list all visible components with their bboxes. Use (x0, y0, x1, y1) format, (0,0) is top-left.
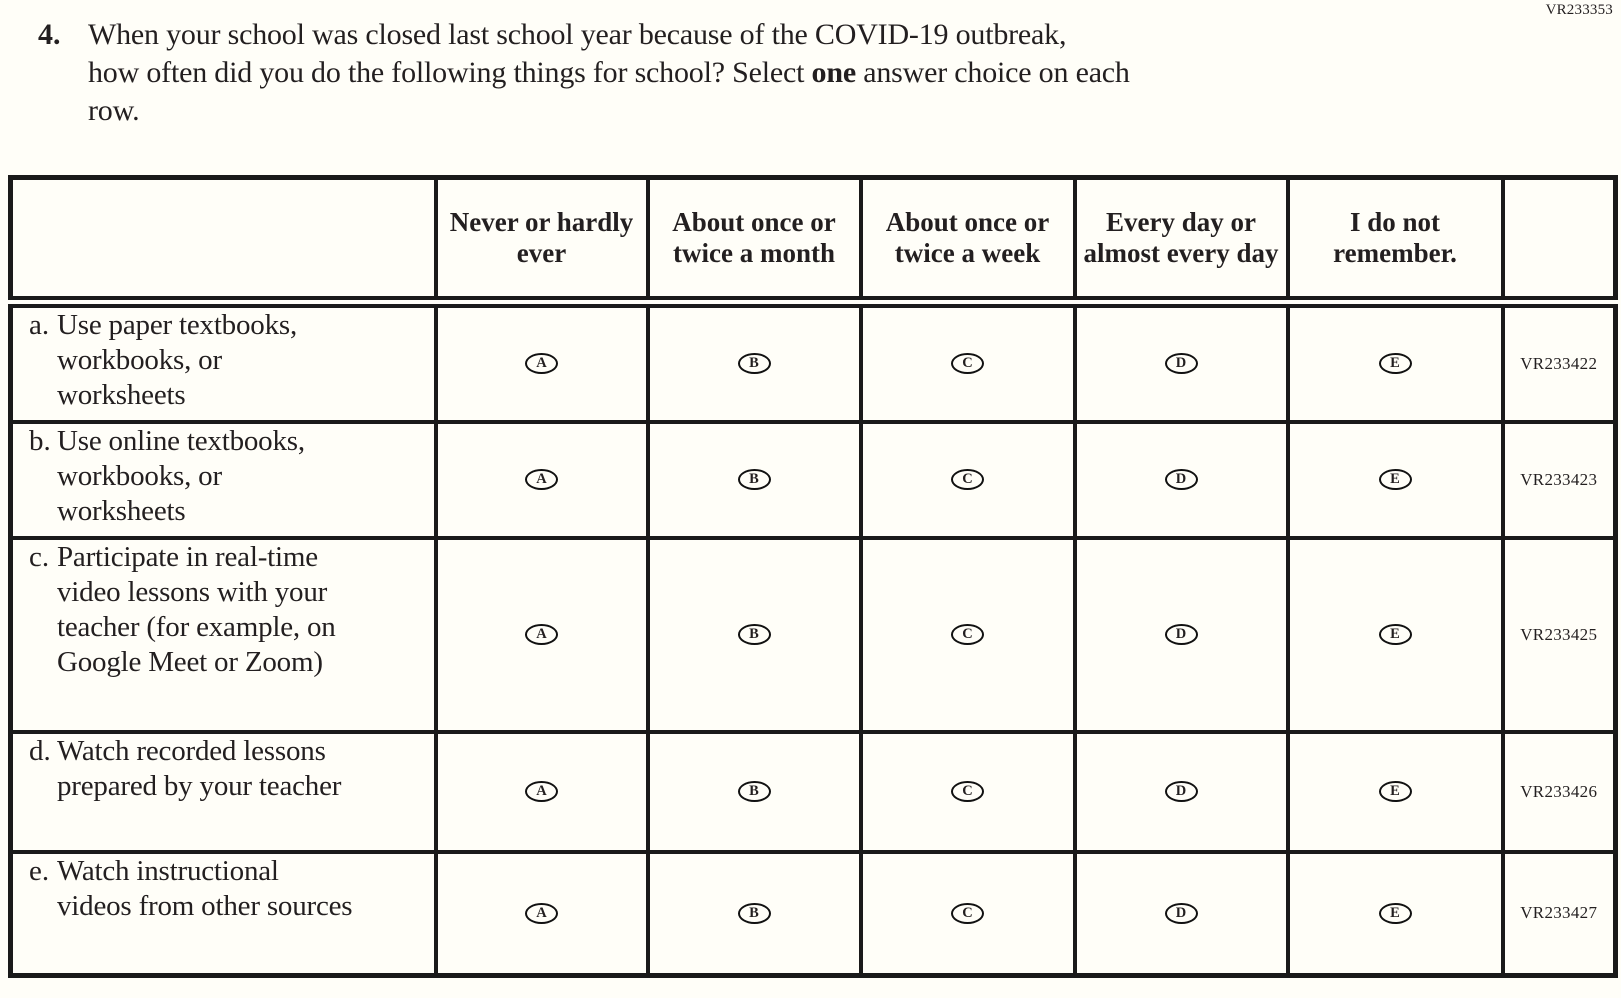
answer-cell-c-remember: E (1285, 535, 1505, 734)
answer-bubble-c-E[interactable]: E (1378, 624, 1412, 645)
question-line-2-post: answer choice on each (855, 56, 1130, 89)
answer-cell-d-month: B (645, 729, 863, 854)
header-once-twice-month: About once or twice a month (645, 175, 863, 308)
answer-bubble-a-D[interactable]: D (1164, 353, 1198, 374)
header-blank-code (1500, 175, 1618, 308)
answer-cell-a-month: B (645, 299, 863, 424)
answer-bubble-a-A[interactable]: A (525, 353, 558, 374)
answer-cell-b-week: C (858, 419, 1077, 540)
answer-cell-b-month: B (645, 419, 863, 540)
answer-bubble-e-C[interactable]: C (951, 902, 984, 924)
answer-bubble-b-C[interactable]: C (951, 469, 984, 490)
table-row-b: b. Use online textbooks, workbooks, or w… (8, 419, 1618, 540)
row-code: VR233427 (1500, 849, 1618, 978)
answer-bubble-d-D[interactable]: D (1164, 781, 1198, 802)
row-label: Use paper textbooks, workbooks, or works… (57, 308, 298, 411)
answer-cell-d-never: A (433, 729, 650, 854)
header-do-not-remember: I do not remember. (1285, 175, 1505, 308)
item-cell-b: b. Use online textbooks, workbooks, or w… (8, 419, 438, 540)
answer-bubble-a-B[interactable]: B (737, 353, 771, 374)
header-never-or-hardly-ever: Never or hardly ever (433, 175, 650, 308)
answer-bubble-c-A[interactable]: A (525, 624, 558, 645)
question-line-3: row. (88, 94, 140, 127)
table-row-e: e. Watch instructional videos from other… (8, 849, 1618, 978)
answer-bubble-d-B[interactable]: B (737, 781, 771, 802)
header-row: Never or hardly ever About once or twice… (8, 175, 1618, 308)
answer-bubble-d-E[interactable]: E (1378, 781, 1412, 802)
answer-bubble-b-E[interactable]: E (1378, 469, 1412, 490)
question-text: When your school was closed last school … (88, 16, 1130, 130)
row-code: VR233422 (1500, 299, 1618, 424)
answer-cell-b-never: A (433, 419, 650, 540)
answer-bubble-b-B[interactable]: B (737, 469, 771, 490)
row-code: VR233425 (1500, 535, 1618, 734)
answer-cell-d-everyday: D (1072, 729, 1290, 854)
answer-bubble-b-A[interactable]: A (525, 469, 558, 490)
answer-cell-d-week: C (858, 729, 1077, 854)
answer-bubble-e-B[interactable]: B (737, 902, 771, 924)
answer-cell-a-everyday: D (1072, 299, 1290, 424)
answer-cell-c-week: C (858, 535, 1077, 734)
item-cell-c: c. Participate in real-time video lesson… (8, 535, 438, 734)
row-code: VR233423 (1500, 419, 1618, 540)
answer-bubble-a-E[interactable]: E (1378, 353, 1412, 374)
row-label: Use online textbooks, workbooks, or work… (57, 424, 305, 527)
answer-cell-b-everyday: D (1072, 419, 1290, 540)
item-cell-a: a. Use paper textbooks, workbooks, or wo… (8, 299, 438, 424)
row-letter: d. (29, 734, 51, 767)
answer-bubble-c-D[interactable]: D (1164, 624, 1198, 645)
page-form-code: VR233353 (1545, 2, 1613, 18)
answer-cell-c-everyday: D (1072, 535, 1290, 734)
question-line-2-pre: how often did you do the following thing… (88, 56, 812, 89)
answer-cell-d-remember: E (1285, 729, 1505, 854)
row-letter: a. (29, 308, 50, 341)
row-letter: c. (29, 540, 50, 573)
answer-cell-a-never: A (433, 299, 650, 424)
answer-bubble-e-A[interactable]: A (525, 902, 558, 924)
question-block: 4. When your school was closed last scho… (38, 16, 1130, 130)
answer-cell-b-remember: E (1285, 419, 1505, 540)
answer-cell-a-week: C (858, 299, 1077, 424)
header-blank-item (8, 175, 438, 308)
answer-bubble-e-E[interactable]: E (1378, 902, 1412, 924)
question-line-1: When your school was closed last school … (88, 18, 1067, 51)
table-row-a: a. Use paper textbooks, workbooks, or wo… (8, 299, 1618, 424)
answer-cell-e-everyday: D (1072, 849, 1290, 978)
response-grid: Never or hardly ever About once or twice… (8, 175, 1618, 978)
row-label: Watch recorded lessons prepared by your … (57, 734, 342, 802)
answer-bubble-c-C[interactable]: C (951, 624, 984, 645)
answer-cell-c-never: A (433, 535, 650, 734)
row-code: VR233426 (1500, 729, 1618, 854)
row-letter: b. (29, 424, 51, 457)
header-every-day: Every day or almost every day (1072, 175, 1290, 308)
row-label: Participate in real-time video lessons w… (57, 540, 336, 678)
row-label: Watch instructional videos from other so… (57, 854, 353, 922)
answer-bubble-d-A[interactable]: A (525, 781, 558, 802)
answer-cell-e-remember: E (1285, 849, 1505, 978)
item-cell-d: d. Watch recorded lessons prepared by yo… (8, 729, 438, 854)
answer-bubble-a-C[interactable]: C (951, 353, 984, 374)
table-row-c: c. Participate in real-time video lesson… (8, 535, 1618, 734)
answer-bubble-b-D[interactable]: D (1164, 469, 1198, 490)
item-cell-e: e. Watch instructional videos from other… (8, 849, 438, 978)
answer-cell-a-remember: E (1285, 299, 1505, 424)
answer-bubble-d-C[interactable]: C (951, 781, 984, 802)
answer-cell-e-month: B (645, 849, 863, 978)
question-number: 4. (38, 18, 61, 51)
row-letter: e. (29, 854, 50, 887)
question-bold-word: one (811, 56, 857, 89)
header-once-twice-week: About once or twice a week (858, 175, 1077, 308)
answer-bubble-e-D[interactable]: D (1164, 902, 1198, 924)
answer-cell-c-month: B (645, 535, 863, 734)
table-row-d: d. Watch recorded lessons prepared by yo… (8, 729, 1618, 854)
answer-bubble-c-B[interactable]: B (737, 624, 771, 645)
answer-cell-e-never: A (433, 849, 650, 978)
answer-cell-e-week: C (858, 849, 1077, 978)
